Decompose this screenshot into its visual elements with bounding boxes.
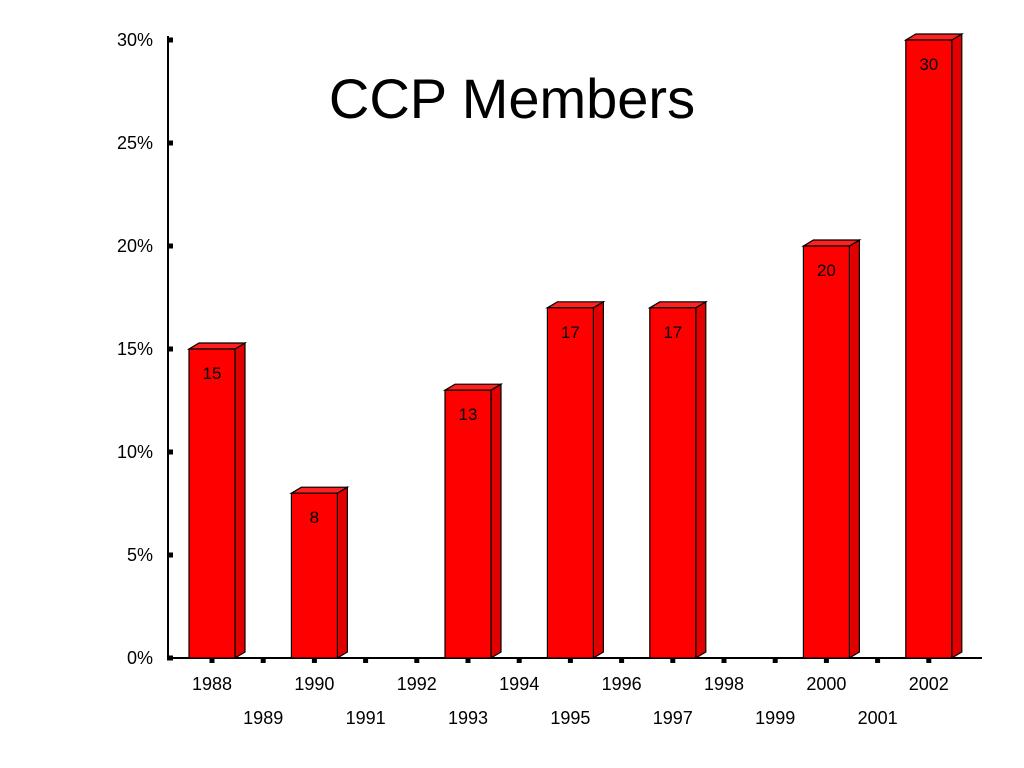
y-tick bbox=[167, 552, 173, 558]
x-tick-label: 2002 bbox=[909, 674, 949, 694]
data-label: 30 bbox=[919, 55, 938, 74]
x-tick bbox=[823, 657, 829, 663]
data-label: 17 bbox=[663, 323, 682, 342]
x-tick-label: 1997 bbox=[653, 708, 693, 728]
x-tick-label: 1998 bbox=[704, 674, 744, 694]
bar-side bbox=[848, 238, 861, 660]
bar-side bbox=[336, 486, 348, 660]
bar bbox=[186, 341, 248, 660]
bar-top bbox=[289, 486, 350, 494]
y-tick-label: 25% bbox=[117, 133, 153, 153]
x-tick bbox=[414, 657, 420, 663]
y-tick bbox=[167, 37, 173, 43]
bar-side bbox=[951, 32, 963, 660]
y-tick-label: 10% bbox=[117, 442, 153, 462]
x-tick bbox=[721, 657, 727, 663]
bar-top bbox=[442, 383, 504, 391]
data-label: 17 bbox=[561, 323, 580, 342]
data-label: 8 bbox=[310, 508, 319, 527]
bar bbox=[442, 383, 504, 660]
x-tick-label: 1988 bbox=[192, 674, 232, 694]
bar bbox=[289, 486, 350, 660]
x-tick-label: 1991 bbox=[346, 708, 386, 728]
y-tick bbox=[167, 449, 173, 455]
y-tick bbox=[167, 140, 173, 146]
x-tick bbox=[926, 657, 932, 663]
chart-title: CCP Members bbox=[329, 67, 695, 130]
bar-front bbox=[290, 492, 338, 659]
x-tick-label: 1994 bbox=[499, 674, 539, 694]
bar-top bbox=[545, 301, 606, 309]
x-tick bbox=[670, 657, 676, 663]
y-tick-label: 30% bbox=[117, 30, 153, 50]
x-tick bbox=[619, 657, 625, 663]
bar-side bbox=[234, 341, 246, 660]
bar-front bbox=[905, 39, 953, 659]
bar-side bbox=[695, 300, 707, 660]
x-tick-label: 1993 bbox=[448, 708, 488, 728]
bar bbox=[647, 300, 708, 660]
data-label: 15 bbox=[203, 364, 222, 383]
x-tick bbox=[260, 657, 266, 663]
x-tick bbox=[567, 657, 573, 663]
y-tick bbox=[167, 655, 173, 661]
x-tick bbox=[209, 657, 215, 663]
x-tick bbox=[772, 657, 778, 663]
bar bbox=[545, 300, 606, 660]
x-tick bbox=[311, 657, 317, 663]
y-tick-label: 15% bbox=[117, 339, 153, 359]
bar-front bbox=[649, 307, 697, 659]
x-tick-label: 2000 bbox=[806, 674, 846, 694]
y-tick-label: 20% bbox=[117, 236, 153, 256]
data-label: 13 bbox=[459, 405, 478, 424]
y-tick-label: 0% bbox=[127, 648, 153, 668]
x-tick-label: 1990 bbox=[294, 674, 334, 694]
x-tick bbox=[516, 657, 522, 663]
data-label: 20 bbox=[817, 261, 836, 280]
x-tick-label: 2001 bbox=[858, 708, 898, 728]
x-tick-label: 1999 bbox=[755, 708, 795, 728]
axes: 0% 5% 10% 15% 20% 25% 30% 1988 1989 1990 1991 1992 1… bbox=[117, 30, 982, 728]
bar-front bbox=[444, 389, 492, 659]
bar-side bbox=[490, 383, 502, 660]
bar-front bbox=[546, 307, 595, 659]
x-tick bbox=[363, 657, 369, 663]
x-tick-label: 1989 bbox=[243, 708, 283, 728]
bar bbox=[903, 32, 964, 660]
x-tick bbox=[465, 657, 471, 663]
bar bbox=[801, 238, 862, 660]
bar-front bbox=[802, 245, 851, 659]
x-tick-label: 1996 bbox=[602, 674, 642, 694]
x-tick bbox=[875, 657, 881, 663]
bar-top bbox=[903, 33, 964, 41]
bar-top bbox=[186, 342, 248, 350]
y-tick bbox=[167, 346, 173, 352]
x-tick-label: 1992 bbox=[397, 674, 437, 694]
y-tick bbox=[167, 243, 173, 249]
bar-top bbox=[801, 239, 862, 247]
data-labels: 15 8 13 17 17 20 30 bbox=[203, 55, 939, 527]
y-tick-label: 5% bbox=[127, 545, 153, 565]
bar-top bbox=[647, 301, 708, 309]
bar-side bbox=[592, 300, 605, 660]
bars bbox=[186, 32, 964, 660]
bar-front bbox=[188, 348, 236, 659]
x-tick-label: 1995 bbox=[550, 708, 590, 728]
